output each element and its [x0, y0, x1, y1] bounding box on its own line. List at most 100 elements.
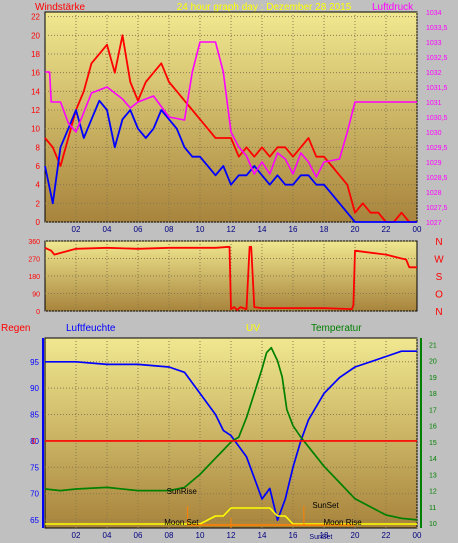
pressure-tick-label: 1028,5 — [426, 175, 448, 182]
wind-pressure-ticks: 02 04 06 08 10 12 14 16 18 20 22 000246810121416182… — [31, 10, 447, 234]
temperature-tick-label: 17 — [429, 407, 437, 414]
pressure-tick-label: 1033,5 — [426, 25, 448, 32]
humidity-x-tick-label: 10 — [196, 531, 205, 540]
pressure-line — [45, 41, 417, 178]
wind-y-tick-label: 18 — [31, 50, 40, 59]
compass-label: N — [435, 237, 442, 248]
direction-y-tick-label: 0 — [36, 309, 40, 316]
wind-y-tick-label: 22 — [31, 13, 40, 22]
wind-x-tick-label: 10 — [196, 225, 205, 234]
rain-zero-tick: 0 — [32, 437, 37, 446]
wind-x-tick-label: 18 — [320, 225, 329, 234]
pressure-tick-label: 1029,5 — [426, 145, 448, 152]
wind-y-tick-label: 2 — [36, 199, 41, 208]
wind-x-tick-label: 04 — [103, 225, 112, 234]
humidity-x-tick-label: 16 — [289, 531, 298, 540]
humidity-x-tick-label: 14 — [258, 531, 267, 540]
temperature-tick-label: 14 — [429, 456, 437, 463]
direction-y-tick-label: 90 — [32, 292, 40, 299]
humidity-x-tick-label: 08 — [165, 531, 174, 540]
temperature-tick-label: 19 — [429, 375, 437, 382]
humidity-temp-ticks: 02 04 06 08 10 12 14 16 18 20 22 00 65 70 75 80 85 90 95 10… — [30, 338, 437, 540]
humidity-y-tick-label: 95 — [30, 358, 39, 367]
chart-title: 24 hour graph day : Dezember 28 2015 — [177, 2, 352, 13]
wind-x-tick-label: 16 — [289, 225, 298, 234]
compass-label: W — [434, 255, 444, 266]
wind-direction-line — [44, 245, 417, 311]
legend-uv: UV — [246, 323, 260, 334]
pressure-tick-label: 1027,5 — [426, 205, 448, 212]
wind-y-tick-label: 20 — [31, 31, 40, 40]
wind-axis-title: Windstärke — [35, 2, 85, 13]
temperature-line — [44, 346, 418, 521]
humidity-y-tick-label: 80 — [30, 437, 39, 446]
direction-y-tick-label: 360 — [28, 239, 40, 246]
compass-label: S — [436, 272, 443, 283]
direction-y-tick-label: 270 — [28, 257, 40, 264]
pressure-tick-label: 1032 — [426, 70, 442, 77]
pressure-tick-label: 1031,5 — [426, 85, 448, 92]
temperature-tick-label: 13 — [429, 472, 437, 479]
temperature-tick-label: 10 — [429, 521, 437, 528]
humidity-x-tick-label: 18 — [320, 531, 329, 540]
wind-x-tick-label: 14 — [258, 225, 267, 234]
pressure-tick-label: 1030 — [426, 130, 442, 137]
humidity-x-tick-label: 00 — [413, 531, 422, 540]
temperature-tick-label: 12 — [429, 489, 437, 496]
temperature-tick-label: 21 — [429, 342, 437, 349]
compass-label: N — [435, 307, 442, 318]
legend-humidity: Luftfeuchte — [66, 323, 116, 334]
wind-x-tick-label: 12 — [227, 225, 236, 234]
pressure-tick-label: 1033 — [426, 40, 442, 47]
humidity-line — [45, 350, 417, 521]
wind-x-tick-label: 22 — [382, 225, 391, 234]
wind-x-tick-label: 08 — [165, 225, 174, 234]
humidity-y-tick-label: 85 — [30, 411, 39, 420]
pressure-tick-label: 1034 — [426, 10, 442, 17]
legend-rain: Regen — [1, 323, 30, 334]
rain-humidity-uv-temp-chart: 02 04 06 08 10 12 14 16 18 20 22 00 65 70 75 80 85 90 95 10… — [30, 337, 437, 541]
sun-moon-annotations: SunRise SunSet Moon Set Moon Rise SunSet — [164, 487, 362, 541]
humidity-x-tick-label: 02 — [72, 531, 81, 540]
wind-y-tick-label: 4 — [36, 181, 41, 190]
temperature-tick-label: 20 — [429, 359, 437, 366]
wind-y-tick-label: 12 — [31, 106, 40, 115]
pressure-tick-label: 1032,5 — [426, 55, 448, 62]
humidity-x-tick-label: 22 — [382, 531, 391, 540]
temperature-tick-label: 18 — [429, 391, 437, 398]
wind-pressure-chart: 02 04 06 08 10 12 14 16 18 20 22 000246810121416182… — [31, 10, 447, 234]
humidity-y-tick-label: 65 — [30, 516, 39, 525]
wind-y-tick-label: 0 — [36, 218, 41, 227]
humidity-temp-series — [44, 346, 418, 525]
moonrise-label: Moon Rise — [323, 518, 362, 527]
wind-gust-line — [44, 34, 417, 223]
wind-avg-line — [44, 99, 417, 223]
humidity-y-tick-label: 75 — [30, 463, 39, 472]
temperature-tick-label: 11 — [429, 505, 436, 512]
humidity-x-tick-label: 04 — [103, 531, 112, 540]
humidity-temp-plot-area — [44, 337, 418, 529]
temperature-tick-label: 16 — [429, 424, 437, 431]
pressure-tick-label: 1031 — [426, 100, 442, 107]
pressure-tick-label: 1029 — [426, 160, 442, 167]
wind-y-tick-label: 6 — [36, 162, 41, 171]
pressure-axis-title: Luftdruck — [372, 2, 414, 13]
moonset-label: Moon Set — [164, 518, 199, 527]
wind-y-tick-label: 14 — [31, 87, 40, 96]
wind-x-tick-label: 20 — [351, 225, 360, 234]
humidity-y-tick-label: 90 — [30, 384, 39, 393]
humidity-y-tick-label: 70 — [30, 490, 39, 499]
wind-y-tick-label: 10 — [31, 125, 40, 134]
uv-line — [45, 507, 417, 525]
wind-direction-series — [44, 245, 417, 311]
wind-x-tick-label: 06 — [134, 225, 143, 234]
wind-pressure-grid — [45, 12, 418, 223]
humidity-x-tick-label: 20 — [351, 531, 360, 540]
wind-y-tick-label: 8 — [36, 143, 41, 152]
humidity-x-tick-label: 06 — [134, 531, 143, 540]
wind-y-tick-label: 16 — [31, 69, 40, 78]
pressure-tick-label: 1030,5 — [426, 115, 448, 122]
legend-temperature: Temperatur — [311, 323, 362, 334]
